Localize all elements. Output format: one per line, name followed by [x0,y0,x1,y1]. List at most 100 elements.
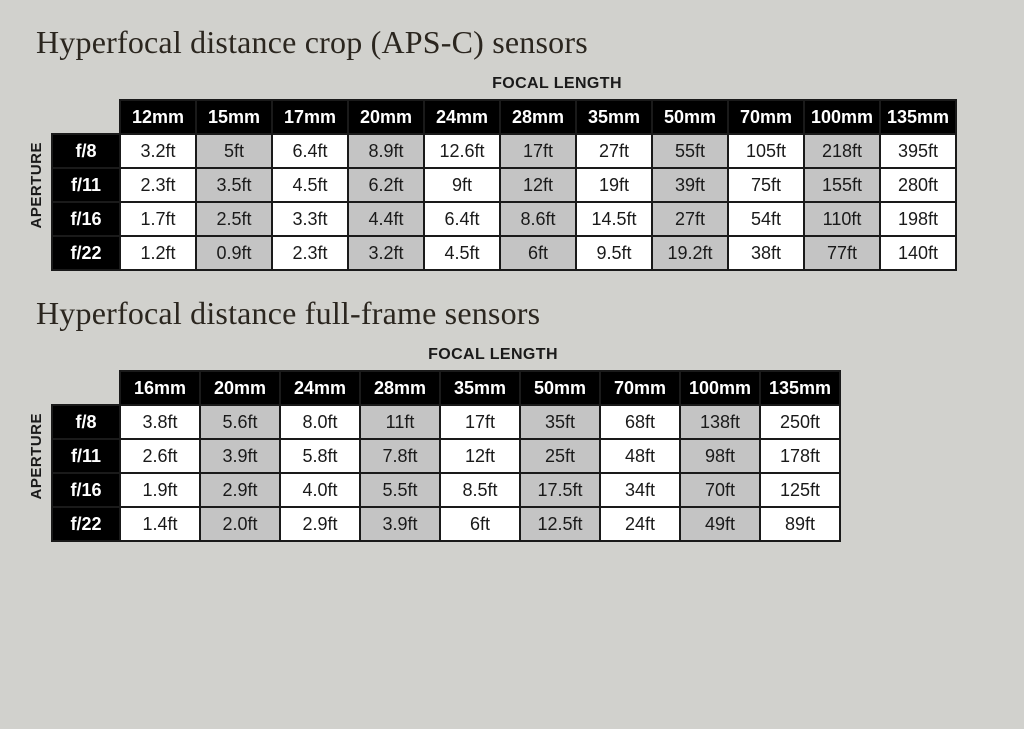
full-cell: 68ft [600,405,680,439]
full-col-head: 35mm [440,371,520,405]
full-cell: 5.5ft [360,473,440,507]
crop-row-head: f/11 [52,168,120,202]
full-col-head: 16mm [120,371,200,405]
crop-cell: 9ft [424,168,500,202]
crop-cell: 27ft [576,134,652,168]
crop-cell: 27ft [652,202,728,236]
full-cell: 178ft [760,439,840,473]
crop-cell: 6ft [500,236,576,270]
crop-col-head: 135mm [880,100,956,134]
full-cell: 1.4ft [120,507,200,541]
full-col-head: 100mm [680,371,760,405]
crop-cell: 38ft [728,236,804,270]
full-cell: 98ft [680,439,760,473]
full-cell: 17.5ft [520,473,600,507]
full-row-head: f/11 [52,439,120,473]
full-cell: 48ft [600,439,680,473]
crop-cell: 155ft [804,168,880,202]
crop-cell: 2.3ft [272,236,348,270]
full-table: 16mm20mm24mm28mm35mm50mm70mm100mm135mm f/… [51,370,841,542]
crop-cell: 55ft [652,134,728,168]
crop-cell: 17ft [500,134,576,168]
full-cell: 8.5ft [440,473,520,507]
crop-aperture-label: APERTURE [28,142,45,229]
crop-cell: 3.2ft [348,236,424,270]
crop-corner [52,100,120,134]
full-cell: 5.6ft [200,405,280,439]
full-cell: 6ft [440,507,520,541]
full-row-head: f/16 [52,473,120,507]
full-cell: 89ft [760,507,840,541]
crop-col-head: 12mm [120,100,196,134]
full-title: Hyperfocal distance full-frame sensors [36,295,996,332]
full-col-head: 70mm [600,371,680,405]
crop-col-head: 17mm [272,100,348,134]
full-cell: 7.8ft [360,439,440,473]
crop-cell: 2.5ft [196,202,272,236]
full-cell: 3.9ft [360,507,440,541]
full-row-head: f/22 [52,507,120,541]
full-cell: 34ft [600,473,680,507]
full-cell: 17ft [440,405,520,439]
full-cell: 250ft [760,405,840,439]
page: Hyperfocal distance crop (APS-C) sensors… [0,0,1024,586]
crop-cell: 3.2ft [120,134,196,168]
crop-cell: 4.5ft [272,168,348,202]
full-col-head: 50mm [520,371,600,405]
crop-cell: 8.9ft [348,134,424,168]
crop-cell: 6.4ft [272,134,348,168]
crop-table: 12mm15mm17mm20mm24mm28mm35mm50mm70mm100m… [51,99,957,271]
full-cell: 4.0ft [280,473,360,507]
full-col-head: 24mm [280,371,360,405]
full-cell: 2.0ft [200,507,280,541]
crop-cell: 39ft [652,168,728,202]
crop-col-head: 50mm [652,100,728,134]
crop-cell: 12.6ft [424,134,500,168]
crop-cell: 3.5ft [196,168,272,202]
full-cell: 8.0ft [280,405,360,439]
crop-cell: 5ft [196,134,272,168]
crop-cell: 8.6ft [500,202,576,236]
full-cell: 25ft [520,439,600,473]
crop-cell: 12ft [500,168,576,202]
full-row-head: f/8 [52,405,120,439]
crop-cell: 14.5ft [576,202,652,236]
full-cell: 138ft [680,405,760,439]
crop-cell: 198ft [880,202,956,236]
full-col-head: 135mm [760,371,840,405]
full-col-head: 20mm [200,371,280,405]
full-aperture-label: APERTURE [28,413,45,500]
crop-cell: 4.5ft [424,236,500,270]
full-table-wrap: APERTURE 16mm20mm24mm28mm35mm50mm70mm100… [28,370,996,542]
full-cell: 1.9ft [120,473,200,507]
crop-col-head: 35mm [576,100,652,134]
full-cell: 3.9ft [200,439,280,473]
full-col-head: 28mm [360,371,440,405]
crop-cell: 54ft [728,202,804,236]
crop-col-head: 100mm [804,100,880,134]
crop-focal-length-label: FOCAL LENGTH [28,75,996,93]
crop-cell: 77ft [804,236,880,270]
crop-cell: 280ft [880,168,956,202]
full-cell: 35ft [520,405,600,439]
full-corner [52,371,120,405]
crop-cell: 105ft [728,134,804,168]
crop-row-head: f/16 [52,202,120,236]
crop-cell: 6.2ft [348,168,424,202]
crop-row-head: f/22 [52,236,120,270]
full-focal-length-label: FOCAL LENGTH [28,346,868,364]
crop-cell: 218ft [804,134,880,168]
crop-col-head: 20mm [348,100,424,134]
crop-cell: 110ft [804,202,880,236]
crop-cell: 395ft [880,134,956,168]
crop-title: Hyperfocal distance crop (APS-C) sensors [36,24,996,61]
crop-col-head: 24mm [424,100,500,134]
crop-row-head: f/8 [52,134,120,168]
full-cell: 125ft [760,473,840,507]
full-cell: 2.9ft [200,473,280,507]
crop-col-head: 28mm [500,100,576,134]
crop-cell: 19.2ft [652,236,728,270]
full-cell: 11ft [360,405,440,439]
crop-cell: 0.9ft [196,236,272,270]
crop-cell: 9.5ft [576,236,652,270]
